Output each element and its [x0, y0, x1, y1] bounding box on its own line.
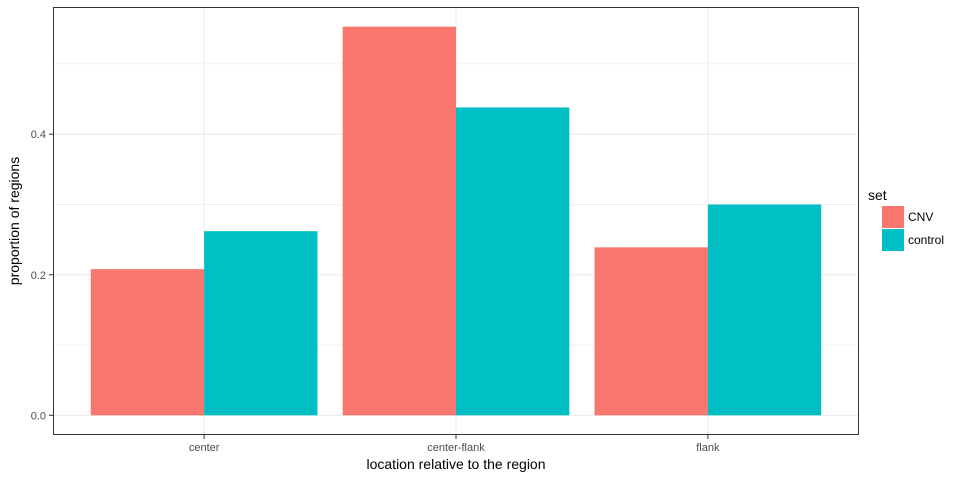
x-tick-label: center [189, 442, 220, 454]
bar-CNV-center-flank [342, 26, 456, 416]
bar-control-flank [707, 204, 822, 416]
bar-control-center-flank [456, 107, 570, 416]
legend-key-CNV [882, 206, 904, 228]
legend-key-control [882, 229, 904, 251]
plot-panel-border [53, 7, 859, 435]
legend-label: control [908, 233, 944, 247]
y-tick-label: 0.2 [31, 270, 46, 282]
bar-CNV-center [90, 269, 205, 416]
legend: set CNV control [868, 187, 944, 251]
x-tick-label: flank [696, 442, 720, 454]
legend-label: CNV [908, 210, 933, 224]
bar-CNV-flank [594, 247, 708, 416]
x-tick-label: center-flank [427, 442, 485, 454]
legend-title: set [868, 187, 887, 203]
x-axis-ticks: center center-flank flank [189, 435, 720, 454]
bars [90, 26, 822, 416]
y-tick-label: 0.0 [31, 410, 46, 422]
x-axis-title: location relative to the region [367, 456, 546, 472]
y-axis-ticks: 0.0 0.2 0.4 [31, 129, 53, 422]
y-tick-label: 0.4 [31, 129, 46, 141]
bar-control-center [204, 231, 318, 416]
legend-items: CNV control [882, 206, 944, 251]
y-axis-title: proportion of regions [6, 157, 22, 285]
